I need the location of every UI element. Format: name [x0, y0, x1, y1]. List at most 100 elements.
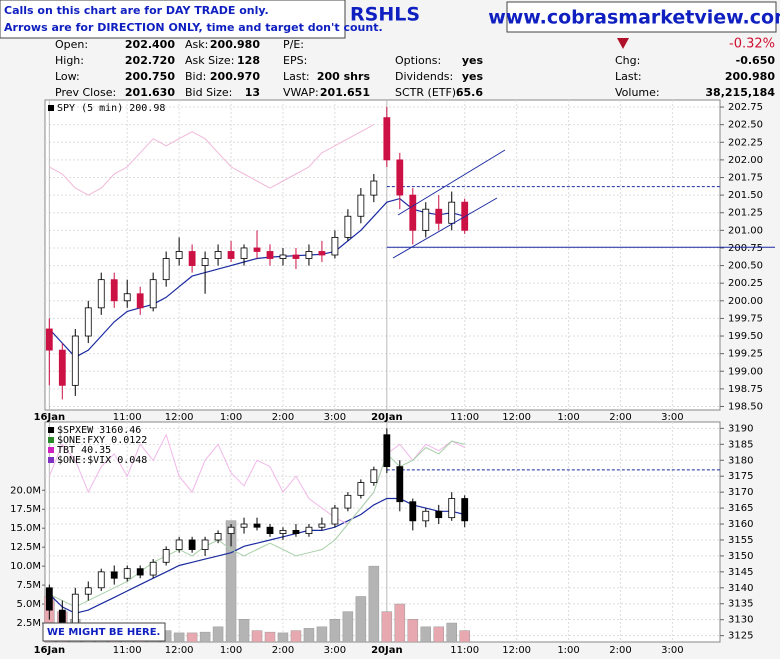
candle-body [331, 507, 339, 525]
site-box [506, 1, 777, 33]
down-arrow [617, 38, 629, 49]
y-tick-label: 3145 [728, 567, 753, 578]
y-tick-label: 3155 [728, 535, 753, 546]
y2-tick-label: 10.0M [10, 561, 41, 572]
legend-label: $ONE:FXY 0.0122 [57, 435, 147, 446]
candle-body [201, 539, 209, 550]
price-panel [44, 99, 721, 411]
site: www.cobrasmarketview.com [488, 7, 780, 29]
candle-body [435, 208, 443, 224]
volume-bar [199, 631, 211, 643]
quote-label: EPS: [283, 54, 307, 67]
quote-value: yes [462, 54, 484, 67]
y-tick-label: 200.50 [728, 261, 763, 272]
quote-label: High: [55, 54, 84, 67]
volume-bar [446, 622, 457, 643]
y2-tick-label: 20.0M [10, 485, 41, 496]
x-tick-label: 1:00 [557, 645, 579, 656]
x-tick-label: 3:00 [324, 645, 346, 656]
candle-body [71, 335, 79, 386]
volume-bar [394, 603, 406, 643]
candle-body [435, 510, 443, 519]
y-tick-label: 199.25 [728, 349, 763, 360]
y-tick-label: 201.00 [728, 225, 763, 236]
x-tick-label: 20Jan [371, 412, 403, 423]
candle-body [396, 466, 404, 503]
quote-value: 13 [245, 86, 260, 99]
volume-bar [290, 630, 302, 643]
x-tick-label: 11:00 [113, 645, 142, 656]
y-tick-label: 202.25 [728, 137, 763, 148]
candle-body [97, 571, 105, 589]
quote-value: yes [462, 70, 484, 83]
candle-body [370, 180, 378, 196]
x-tick-label: 2:00 [272, 645, 294, 656]
candle-body [253, 247, 261, 252]
y2-tick-label: 2.5M [16, 618, 41, 629]
quote-label: VWAP: [283, 86, 319, 99]
x-tick-label: 2:00 [609, 645, 631, 656]
y2-tick-label: 17.5M [10, 504, 41, 515]
candle-body [45, 328, 53, 351]
change-pct: -0.32% [729, 37, 775, 52]
candle-body [84, 587, 92, 595]
candle-body [188, 251, 196, 266]
legend-label: $ONE:$VIX 0.048 [57, 455, 147, 466]
quote-value: 201.630 [125, 86, 175, 99]
candle-body [370, 469, 378, 483]
overlay-line [48, 433, 465, 525]
overlay-line [49, 124, 375, 196]
y2-tick-label: 7.5M [16, 580, 41, 591]
volume-bar [251, 630, 263, 643]
candle-body [45, 587, 53, 611]
x-tick-label: 3:00 [324, 412, 346, 423]
x-tick-label: 1:00 [557, 412, 579, 423]
overlay-line [48, 497, 465, 614]
candle-body [461, 498, 469, 522]
volume-bar [173, 632, 185, 643]
quote-value: 65.6 [456, 86, 483, 99]
x-tick-label: 1:00 [220, 645, 242, 656]
candle-body [58, 349, 66, 386]
y-tick-label: 3135 [728, 599, 753, 610]
y-tick-label: 202.50 [728, 120, 763, 131]
candle-body [123, 293, 131, 302]
volume-bar [225, 520, 237, 643]
breadth-panel [44, 421, 721, 643]
y2-tick-label: 12.5M [10, 542, 41, 553]
y2-tick-label: 15.0M [10, 523, 41, 534]
volume-bar [277, 632, 289, 643]
x-tick-label: 2:00 [609, 412, 631, 423]
candle-body [305, 251, 313, 259]
candle-body [97, 279, 105, 309]
candle-body [292, 254, 300, 259]
legend-swatch [48, 105, 54, 111]
volume-bar [420, 626, 432, 643]
y-tick-label: 3150 [728, 551, 753, 562]
candle-body [227, 251, 235, 259]
trend-channel [397, 149, 506, 216]
legend-label: $SPXEW 3160.46 [57, 425, 141, 436]
y-tick-label: 201.75 [728, 173, 763, 184]
x-tick-label: 3:00 [661, 412, 683, 423]
y-tick-label: 200.00 [728, 296, 763, 307]
quote-label: Options: [395, 54, 441, 67]
trend-channel [392, 197, 498, 259]
y2-tick-label: 5.0M [16, 599, 41, 610]
quote-value: 201.651 [320, 86, 370, 99]
candle-body [175, 251, 183, 259]
y-tick-label: 3125 [728, 631, 753, 642]
quote-label: Low: [55, 70, 80, 83]
candle-body [227, 526, 235, 534]
candle-body [292, 530, 300, 534]
volume-bar [433, 626, 444, 643]
quote-label: Dividends: [395, 70, 453, 83]
candle-body [188, 539, 196, 550]
x-tick-label: 11:00 [450, 412, 479, 423]
candle-body [422, 208, 430, 231]
candle-body [201, 258, 209, 266]
candle-body [253, 523, 261, 528]
volume-bar [212, 626, 224, 643]
candle-body [396, 159, 404, 196]
